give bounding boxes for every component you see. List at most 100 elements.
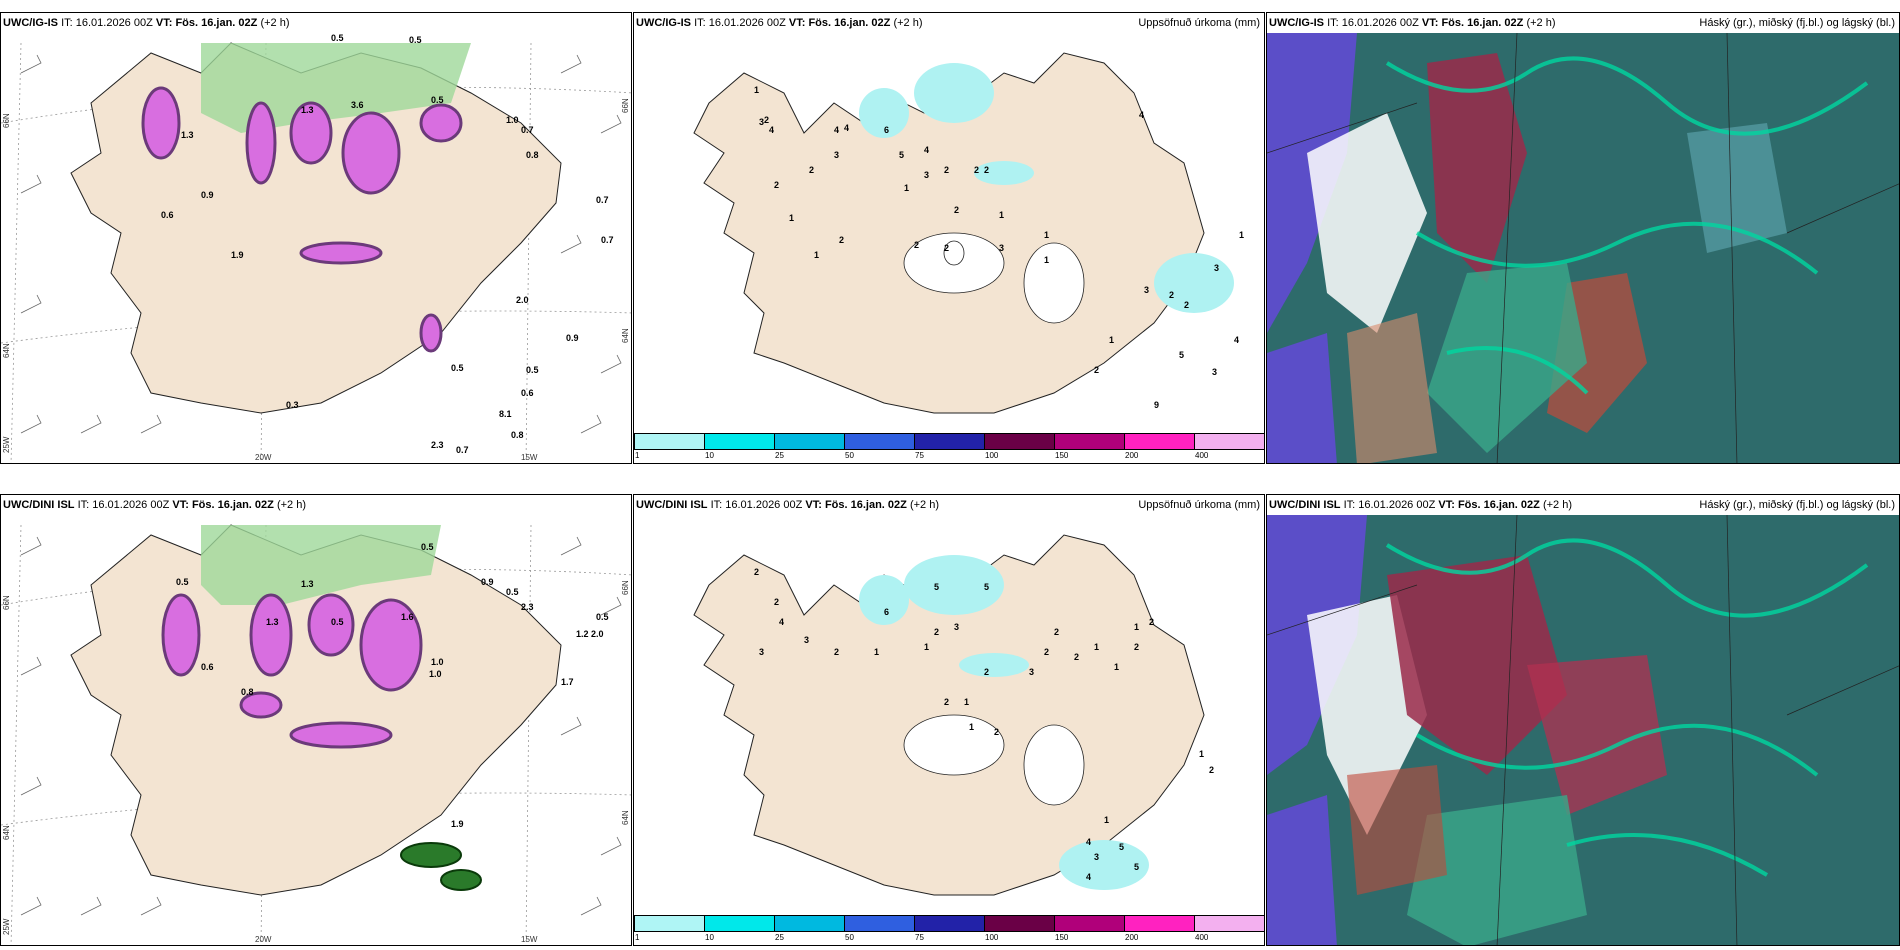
precip-label: 1 [1199,749,1204,759]
precip-label: 6 [884,125,889,135]
colorbar-tick: 75 [915,451,924,460]
wind-label: 2.3 [431,440,444,450]
green-south [400,842,482,891]
wind-label: 0.5 [431,95,444,105]
wind-label: 0.5 [421,542,434,552]
precip-label: 4 [924,145,929,155]
precip-label: 2 [1209,765,1214,775]
colorbar-tick: 10 [705,933,714,942]
precip-value-labels: 1 2 4 3 4 4 3 6 5 4 2 2 3 2 2 2 1 1 2 1 … [754,85,1244,410]
lon-label: 15W [521,453,538,462]
wind-label: 1.2 [576,629,589,639]
colorbar-swatch [914,433,985,450]
lon-label: 20W [255,935,272,944]
colorbar-tick: 200 [1125,933,1139,942]
precip-label: 3 [954,622,959,632]
precip-label: 1 [1094,642,1099,652]
colorbar-swatch [704,915,775,932]
lat-label: 64N [2,343,11,358]
wind-label: 1.0 [506,115,519,125]
wind-label: 0.5 [331,33,344,43]
colorbar-tick: 150 [1055,451,1069,460]
precip-label: 2 [1074,652,1079,662]
wind-label: 2.0 [591,629,604,639]
precip-label: 1 [1104,815,1109,825]
precip-label: 4 [1086,872,1091,882]
precip-panel-row1[interactable]: UWC/IG-IS IT: 16.01.2026 00Z VT: Fös. 16… [633,12,1265,464]
wind-label: 0.7 [521,125,534,135]
precip-label: 1 [1134,622,1139,632]
wind-value-labels: 0.5 0.5 1.3 3.6 0.9 1.3 0.6 0.5 0.7 0.8 … [161,33,614,455]
wind-map: 0.5 0.5 1.3 3.6 0.9 1.3 0.6 0.5 0.7 0.8 … [1,33,631,463]
precip-label: 1 [964,697,969,707]
precip-label: 3 [834,150,839,160]
colorbar-swatch [844,433,915,450]
precip-light-areas [859,63,1234,313]
colorbar-tick: 400 [1195,451,1209,460]
colorbar-tick: 100 [985,451,999,460]
precip-label: 3 [759,647,764,657]
lat-label: 64N [621,810,630,825]
precip-label: 2 [984,667,989,677]
precip-value-labels: 2 2 4 3 3 6 5 5 2 1 2 1 3 2 2 2 3 2 1 2 … [754,567,1214,882]
white-glaciers [903,714,1085,806]
wind-label: 1.3 [266,617,279,627]
precip-label: 3 [1212,367,1217,377]
colorbar-swatch [1194,433,1264,450]
precip-label: 2 [934,627,939,637]
precip-label: 3 [804,635,809,645]
green-precip [201,525,441,605]
precip-label: 2 [809,165,814,175]
precip-label: 5 [984,582,989,592]
wind-label: 1.0 [429,669,442,679]
colorbar-tick: 50 [845,451,854,460]
panel-title: UWC/DINI ISL IT: 16.01.2026 00Z VT: Fös.… [636,499,939,511]
colorbar-swatch [1054,915,1125,932]
cloud-panel-row1[interactable]: UWC/IG-IS IT: 16.01.2026 00Z VT: Fös. 16… [1266,12,1900,464]
snow-areas [141,86,463,353]
wind-precip-panel-row1[interactable]: UWC/IG-IS IT: 16.01.2026 00Z VT: Fös. 16… [0,12,632,464]
precip-label: 2 [774,180,779,190]
colorbar-tick: 400 [1195,933,1209,942]
colorbar-swatch [634,433,705,450]
precip-label: 1 [924,642,929,652]
wind-label: 0.5 [451,363,464,373]
wind-label: 1.0 [431,657,444,667]
wind-value-labels: 0.5 1.3 0.5 1.0 1.6 0.5 2.3 0.6 0.5 1.2 … [176,542,609,829]
precip-label: 2 [839,235,844,245]
precip-label: 1 [874,647,879,657]
precip-light-areas [859,555,1149,890]
wind-label: 0.7 [601,235,614,245]
wind-label: 0.5 [596,612,609,622]
precip-label: 3 [999,243,1004,253]
precip-label: 1 [1044,230,1049,240]
colorbar-tick: 25 [775,451,784,460]
wind-label: 0.5 [409,35,422,45]
lat-label: 64N [621,328,630,343]
precip-label: 2 [954,205,959,215]
precip-label: 1 [754,85,759,95]
lat-label: 66N [2,595,11,610]
precip-label: 1 [999,210,1004,220]
wind-label: 0.7 [596,195,609,205]
precip-label: 1 [789,213,794,223]
colorbar-swatch [844,915,915,932]
precip-label: 3 [1029,667,1034,677]
precip-label: 3 [1144,285,1149,295]
cloud-map [1267,515,1899,945]
wind-barbs [20,536,622,916]
wind-precip-panel-row2[interactable]: UWC/DINI ISL IT: 16.01.2026 00Z VT: Fös.… [0,494,632,946]
precip-label: 5 [1119,842,1124,852]
colorbar-tick: 50 [845,933,854,942]
precip-label: 2 [984,165,989,175]
precip-label: 4 [1139,110,1144,120]
cloud-panel-row2[interactable]: UWC/DINI ISL IT: 16.01.2026 00Z VT: Fös.… [1266,494,1900,946]
precip-panel-row2[interactable]: UWC/DINI ISL IT: 16.01.2026 00Z VT: Fös.… [633,494,1265,946]
precip-label: 2 [1054,627,1059,637]
precip-label: 1 [1044,255,1049,265]
snow-areas [161,593,423,749]
lat-label: 66N [621,98,630,113]
precip-label: 2 [774,597,779,607]
wind-label: 0.5 [331,617,344,627]
precip-label: 1 [904,183,909,193]
